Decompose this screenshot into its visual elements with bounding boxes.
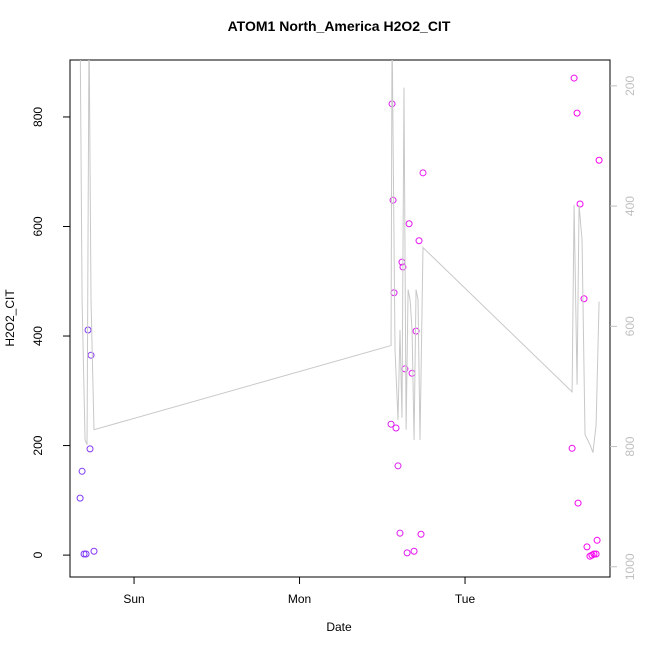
data-point <box>90 547 98 555</box>
data-point <box>574 499 582 507</box>
data-point <box>580 295 588 303</box>
data-point <box>576 200 584 208</box>
data-point <box>412 327 420 335</box>
chart-title: ATOM1 North_America H2O2_CIT <box>228 18 451 34</box>
data-point <box>417 530 425 538</box>
data-point <box>403 549 411 557</box>
data-point <box>593 536 601 544</box>
data-point <box>392 424 400 432</box>
y2-tick-label: 800 <box>623 436 637 456</box>
y2-tick-label: 600 <box>623 316 637 336</box>
x-tick-label: Tue <box>455 592 476 606</box>
data-point <box>595 156 603 164</box>
data-point <box>570 74 578 82</box>
y-tick-label: 600 <box>31 216 45 236</box>
data-point <box>573 109 581 117</box>
y-tick-label: 0 <box>31 551 45 558</box>
y-axis-label: H2O2_CIT <box>3 289 17 347</box>
data-point <box>387 420 395 428</box>
data-point <box>78 467 86 475</box>
data-point <box>568 444 576 452</box>
y2-tick-label: 1000 <box>623 553 637 580</box>
x-axis-label: Date <box>326 620 352 634</box>
y-tick-label: 400 <box>31 326 45 346</box>
data-point <box>419 169 427 177</box>
data-point <box>394 462 402 470</box>
y2-tick-label: 400 <box>623 196 637 216</box>
data-point <box>389 196 397 204</box>
x-tick-label: Sun <box>123 592 144 606</box>
data-point <box>592 550 600 558</box>
plot-frame <box>69 59 611 578</box>
x-tick-label: Mon <box>288 592 311 606</box>
data-point <box>87 351 95 359</box>
y-tick-label: 200 <box>31 435 45 455</box>
y2-tick-label: 200 <box>623 76 637 96</box>
data-point <box>415 237 423 245</box>
data-line <box>79 60 600 453</box>
y-tick-label: 800 <box>31 107 45 127</box>
data-point <box>80 550 88 558</box>
data-point <box>410 547 418 555</box>
data-point <box>590 550 598 558</box>
data-point <box>405 220 413 228</box>
data-point <box>583 543 591 551</box>
data-point <box>82 550 90 558</box>
data-point <box>86 445 94 453</box>
data-point <box>408 369 416 377</box>
data-point <box>76 494 84 502</box>
data-point <box>396 529 404 537</box>
